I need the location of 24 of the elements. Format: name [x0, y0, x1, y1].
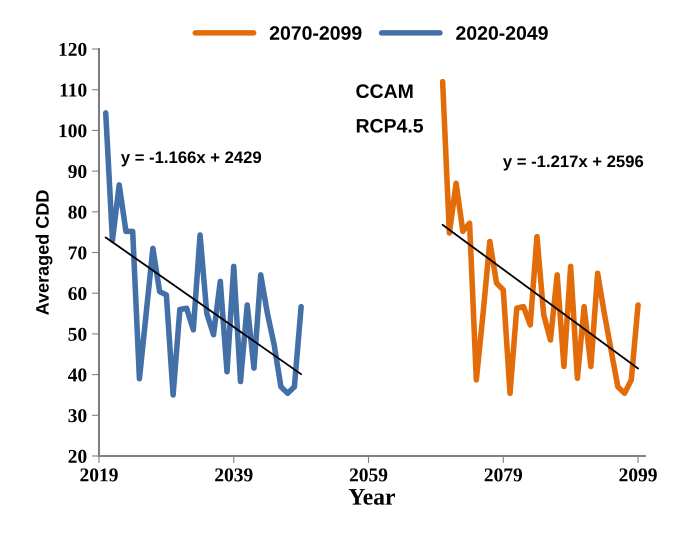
y-tick-label: 50: [68, 328, 86, 341]
x-tick-label: 2079: [484, 468, 522, 482]
annotation: y = -1.217x + 2596: [503, 155, 644, 171]
x-tick-label: 2019: [80, 468, 118, 482]
x-axis-title: Year: [348, 489, 395, 505]
y-tick-label: 120: [60, 42, 86, 56]
x-tick-label: 2059: [350, 468, 388, 482]
annotation: y = -1.166x + 2429: [120, 151, 262, 166]
y-tick-label: 40: [68, 368, 86, 382]
annotation: CCAM: [356, 84, 413, 98]
y-tick-label: 110: [60, 84, 86, 97]
y-tick-label: 70: [68, 246, 86, 260]
y-tick-label: 100: [60, 124, 86, 138]
x-tick-label: 2099: [619, 468, 657, 482]
y-tick-label: 80: [68, 206, 86, 219]
legend-label: 2020-2049: [456, 26, 548, 40]
y-tick-label: 90: [68, 164, 86, 178]
x-tick-label: 2039: [215, 468, 252, 482]
legend-label: 2070-2099: [270, 26, 362, 40]
annotation: RCP4.5: [356, 118, 424, 133]
y-tick-label: 60: [68, 287, 86, 300]
y-tick-label: 20: [68, 450, 86, 463]
y-axis-title: Averaged CDD: [36, 190, 52, 315]
y-tick-label: 30: [68, 409, 86, 422]
